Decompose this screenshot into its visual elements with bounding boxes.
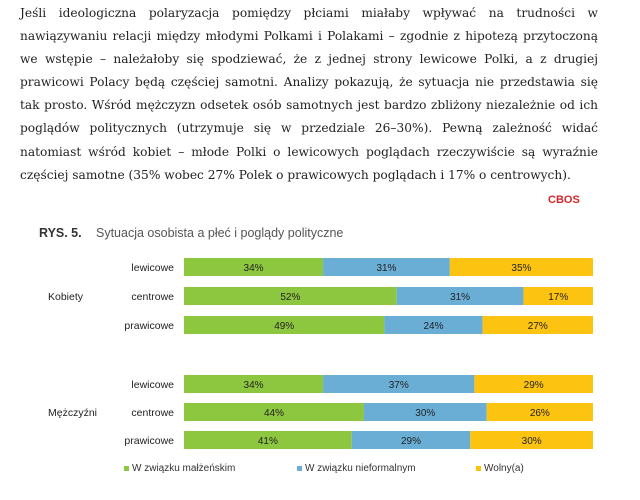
data-label-informal-0-1: 31% xyxy=(450,292,470,303)
chart-title: Sytuacja osobista a płeć i poglądy polit… xyxy=(96,226,344,240)
category-label-0-1: centrowe xyxy=(131,291,174,303)
data-label-single-1-2: 30% xyxy=(522,436,542,447)
legend-swatch-informal xyxy=(297,466,302,471)
data-label-married-0-0: 34% xyxy=(244,263,264,274)
bar-married-1-1 xyxy=(184,403,364,421)
group-label-0: Kobiety xyxy=(48,291,84,303)
bar-single-1-1 xyxy=(486,403,593,421)
data-label-married-1-0: 34% xyxy=(244,380,264,391)
legend-label-married: W związku małżeńskim xyxy=(132,463,235,474)
bar-informal-1-1 xyxy=(363,403,487,421)
bar-informal-1-0 xyxy=(323,375,475,393)
bar-married-1-0 xyxy=(184,375,324,393)
category-label-0-0: lewicowe xyxy=(131,262,174,274)
data-label-married-1-1: 44% xyxy=(264,408,284,419)
category-label-1-0: lewicowe xyxy=(131,379,174,391)
category-label-0-2: prawicowe xyxy=(124,320,174,332)
group-label-1: Mężczyźni xyxy=(48,407,97,419)
bar-married-0-2 xyxy=(184,316,385,334)
bar-informal-0-0 xyxy=(323,258,450,276)
data-label-single-0-1: 17% xyxy=(548,292,568,303)
bar-informal-1-2 xyxy=(351,431,471,449)
bar-single-1-2 xyxy=(470,431,593,449)
data-label-informal-0-2: 24% xyxy=(423,321,443,332)
bar-married-1-2 xyxy=(184,431,352,449)
bar-informal-0-2 xyxy=(384,316,483,334)
category-label-1-1: centrowe xyxy=(131,407,174,419)
data-label-informal-1-2: 29% xyxy=(401,436,421,447)
category-label-1-2: prawicowe xyxy=(124,435,174,447)
legend-swatch-married xyxy=(124,466,129,471)
bar-single-1-0 xyxy=(474,375,593,393)
bar-married-0-0 xyxy=(184,258,324,276)
source-label: CBOS xyxy=(548,194,580,206)
intro-paragraph: Jeśli ideologiczna polaryzacja pomiędzy … xyxy=(20,6,598,182)
bar-single-0-0 xyxy=(449,258,593,276)
data-label-single-1-1: 26% xyxy=(530,408,550,419)
bar-single-0-2 xyxy=(482,316,593,334)
legend-swatch-single xyxy=(476,466,481,471)
figure-number: RYS. 5. xyxy=(39,226,82,240)
data-label-married-1-2: 41% xyxy=(258,436,278,447)
data-label-married-0-2: 49% xyxy=(274,321,294,332)
bar-informal-0-1 xyxy=(396,287,524,305)
data-label-single-1-0: 29% xyxy=(524,380,544,391)
data-label-informal-1-1: 30% xyxy=(415,408,435,419)
data-label-informal-1-0: 37% xyxy=(389,380,409,391)
bar-single-0-1 xyxy=(523,287,593,305)
data-label-married-0-1: 52% xyxy=(280,292,300,303)
data-label-single-0-2: 27% xyxy=(528,321,548,332)
data-label-informal-0-0: 31% xyxy=(376,263,396,274)
legend-label-informal: W związku nieformalnym xyxy=(305,463,416,474)
data-label-single-0-0: 35% xyxy=(511,263,531,274)
bar-married-0-1 xyxy=(184,287,397,305)
legend-label-single: Wolny(a) xyxy=(484,463,524,474)
